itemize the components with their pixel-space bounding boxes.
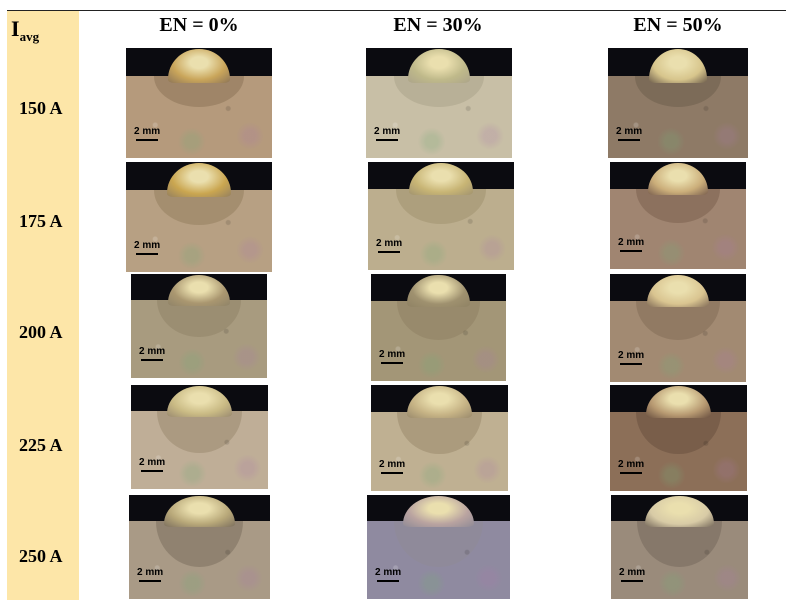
scale-bar-label: 2 mm: [139, 346, 166, 357]
micrograph-en-30-225a: 2 mm: [371, 385, 508, 491]
column-header-en-0: EN = 0%: [159, 14, 239, 36]
row-label-200a: 200 A: [19, 322, 63, 342]
scale-bar: [621, 580, 643, 582]
micrograph-en-50-175a: 2 mm: [610, 162, 746, 269]
micrograph-en-50-150a: 2 mm: [608, 48, 748, 158]
micrograph-en-30-150a: 2 mm: [366, 48, 512, 158]
scale-bar: [620, 363, 642, 365]
scale-bar-label: 2 mm: [139, 457, 166, 468]
row-label-column: [7, 11, 79, 600]
scale-bar-label: 2 mm: [616, 126, 643, 137]
scale-bar-label: 2 mm: [374, 126, 401, 137]
scale-bar: [381, 472, 403, 474]
scale-bar-label: 2 mm: [376, 238, 403, 249]
current-axis-title: Iavg: [11, 16, 40, 44]
micrograph-en-50-225a: 2 mm: [610, 385, 747, 491]
scale-bar-label: 2 mm: [619, 567, 646, 578]
scale-bar: [141, 359, 163, 361]
scale-bar: [139, 580, 161, 582]
row-label-175a: 175 A: [19, 211, 63, 231]
scale-bar-label: 2 mm: [134, 126, 161, 137]
scale-bar-label: 2 mm: [379, 459, 406, 470]
scale-bar: [381, 362, 403, 364]
scale-bar: [618, 139, 640, 141]
micrograph-en-0-150a: 2 mm: [126, 48, 272, 158]
micrograph-en-0-250a: 2 mm: [129, 495, 270, 599]
scale-bar-label: 2 mm: [618, 237, 645, 248]
micrograph-en-30-175a: 2 mm: [368, 162, 514, 270]
scale-bar-label: 2 mm: [379, 349, 406, 360]
scale-bar: [620, 472, 642, 474]
micrograph-en-30-200a: 2 mm: [371, 274, 506, 381]
column-header-en-50: EN = 50%: [633, 14, 723, 36]
scale-bar: [376, 139, 398, 141]
scale-bar-label: 2 mm: [375, 567, 402, 578]
scale-bar: [136, 139, 158, 141]
figure-frame: [7, 10, 786, 601]
micrograph-en-50-250a: 2 mm: [611, 495, 748, 599]
column-header-en-30: EN = 30%: [393, 14, 483, 36]
row-label-250a: 250 A: [19, 546, 63, 566]
scale-bar-label: 2 mm: [134, 240, 161, 251]
scale-bar: [377, 580, 399, 582]
micrograph-en-0-225a: 2 mm: [131, 385, 268, 489]
scale-bar: [141, 470, 163, 472]
scale-bar-label: 2 mm: [137, 567, 164, 578]
row-label-150a: 150 A: [19, 98, 63, 118]
scale-bar: [378, 251, 400, 253]
micrograph-en-0-175a: 2 mm: [126, 162, 272, 272]
scale-bar-label: 2 mm: [618, 459, 645, 470]
scale-bar: [620, 250, 642, 252]
row-label-225a: 225 A: [19, 435, 63, 455]
micrograph-en-0-200a: 2 mm: [131, 274, 267, 378]
micrograph-en-30-250a: 2 mm: [367, 495, 510, 599]
scale-bar: [136, 253, 158, 255]
micrograph-en-50-200a: 2 mm: [610, 274, 746, 382]
scale-bar-label: 2 mm: [618, 350, 645, 361]
